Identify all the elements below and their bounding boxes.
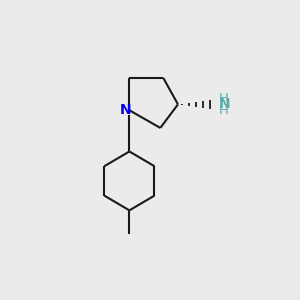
- Text: N: N: [219, 98, 231, 111]
- Text: H: H: [219, 104, 229, 117]
- Text: H: H: [219, 92, 229, 105]
- Text: N: N: [120, 103, 132, 117]
